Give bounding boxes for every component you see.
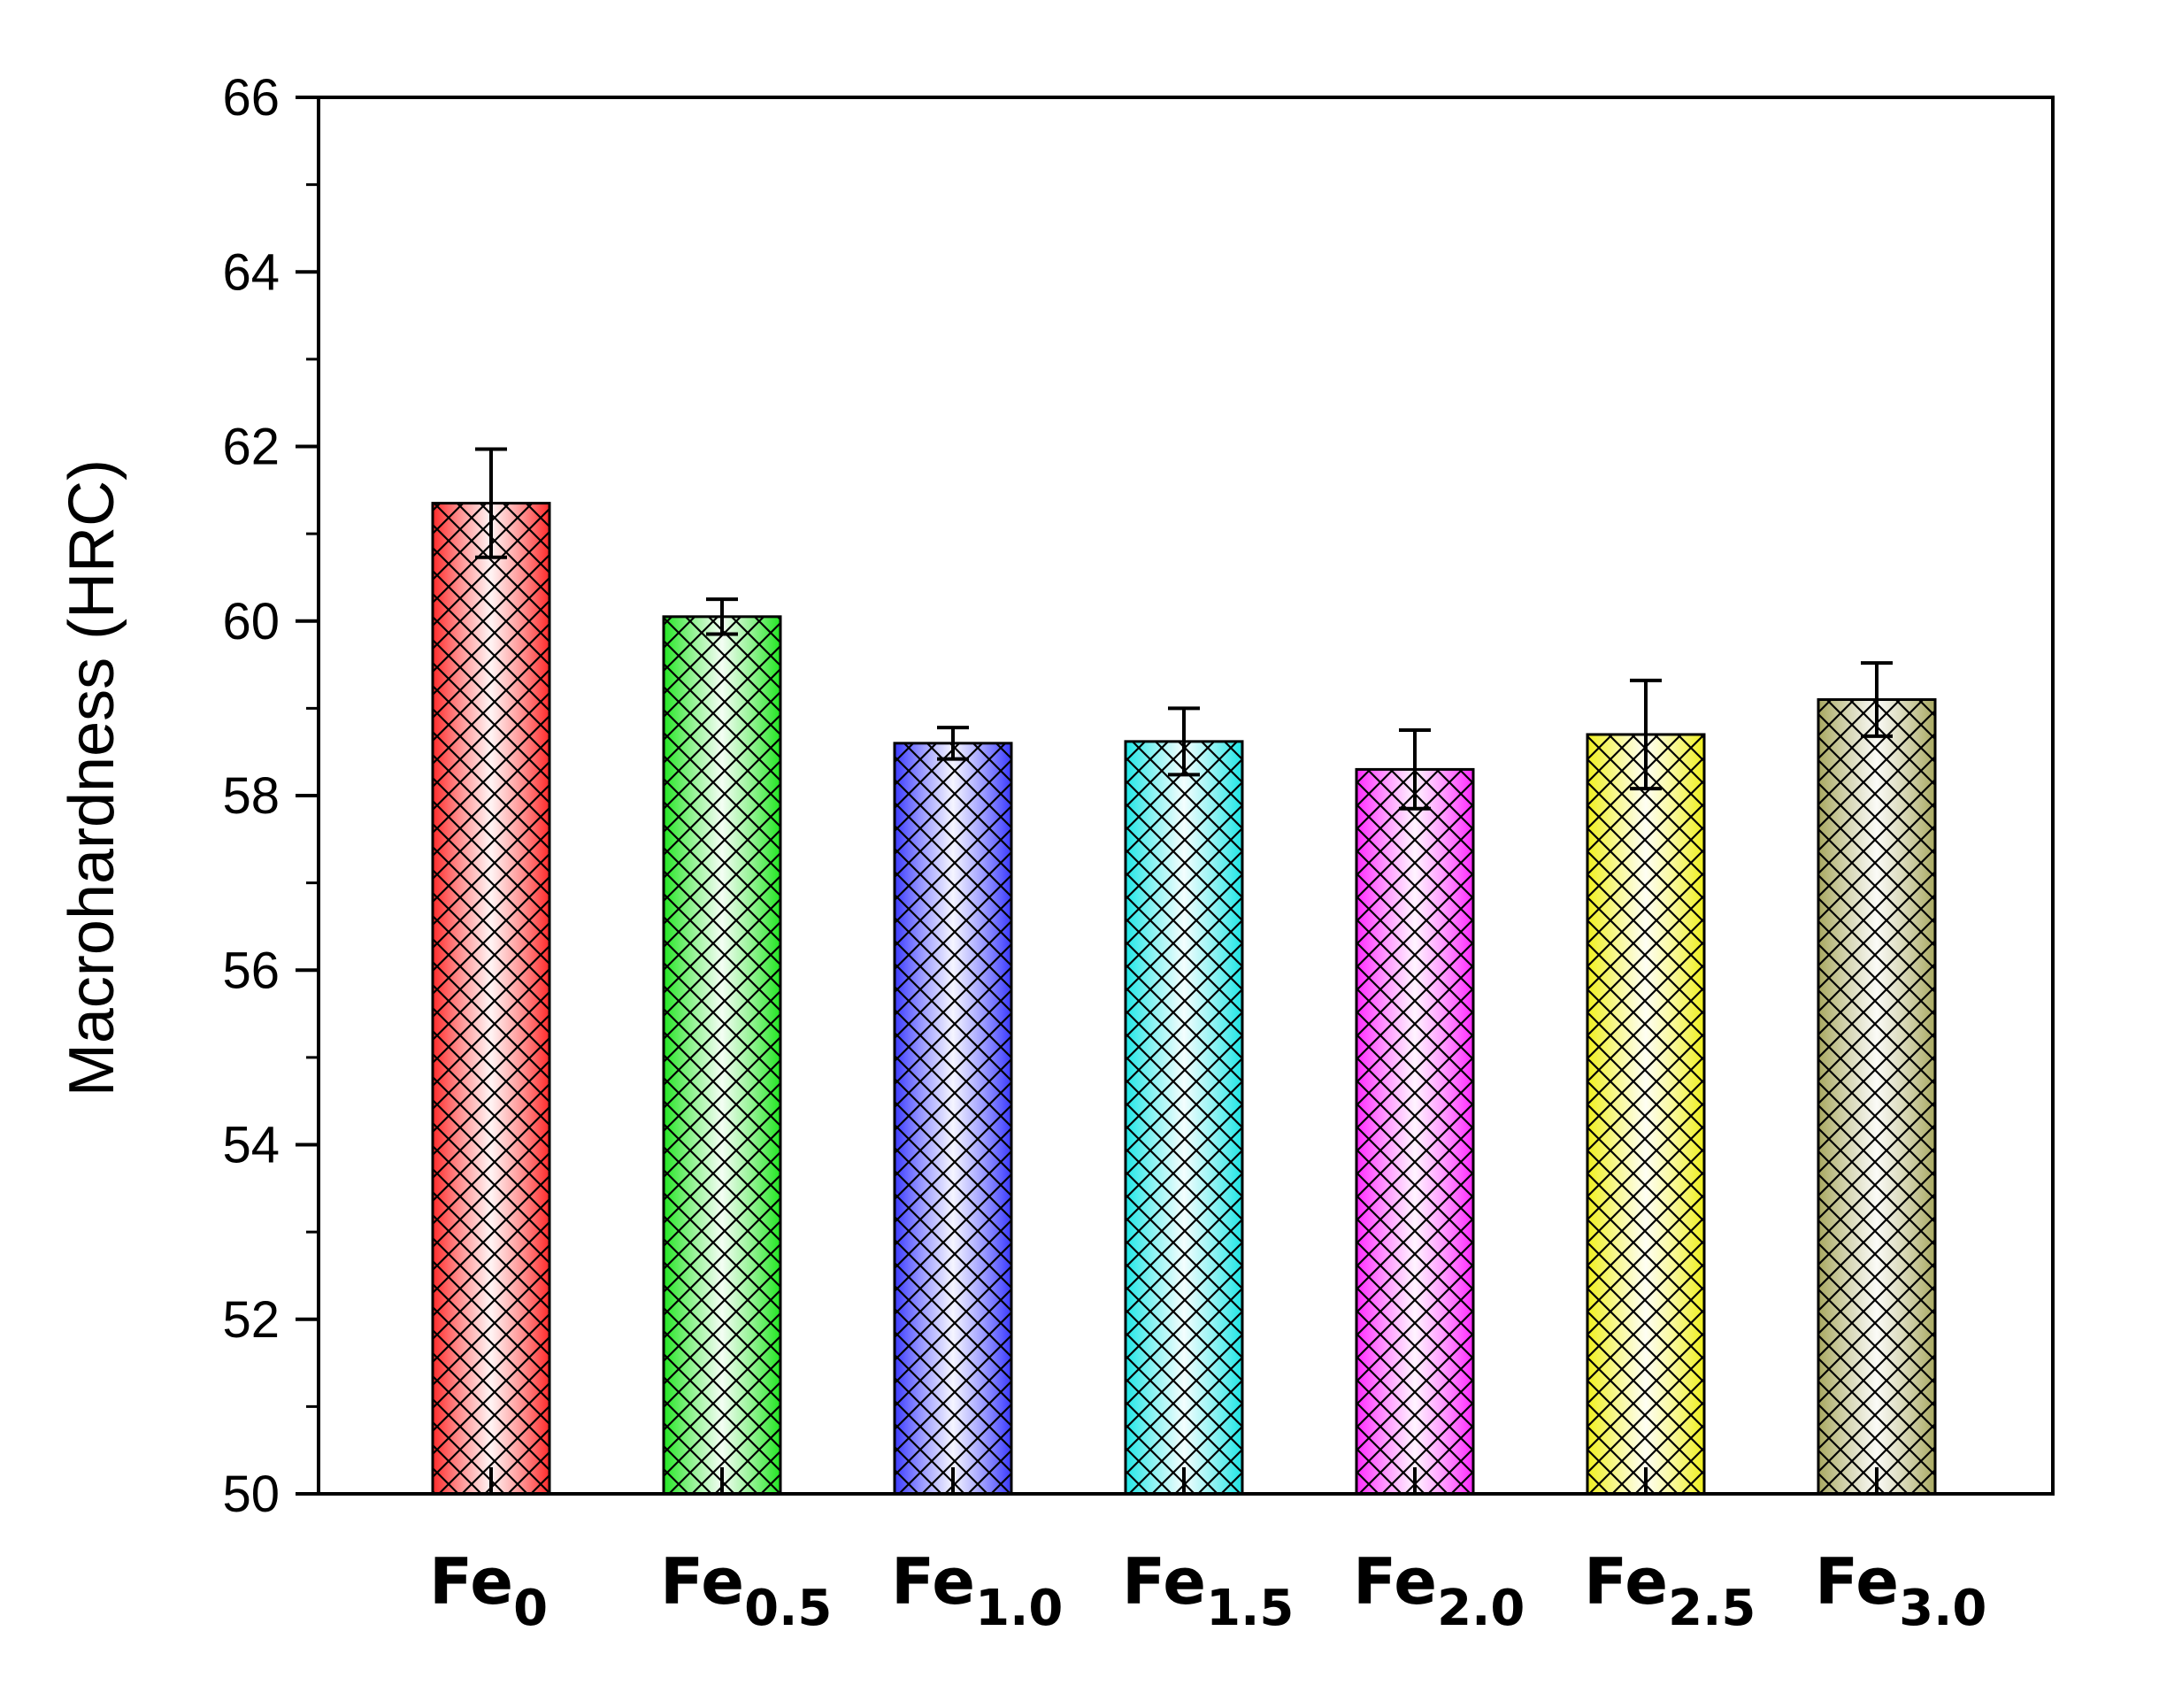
bar-3	[1124, 706, 1244, 1496]
x-tick-label: Fe1.0	[891, 1544, 1063, 1637]
y-tick-label: 60	[222, 593, 280, 650]
bar-hatch	[1818, 699, 1935, 1494]
y-tick-label: 64	[222, 243, 280, 301]
x-tick-label: Fe0	[429, 1544, 548, 1637]
x-tick-label: Fe0.5	[660, 1544, 832, 1637]
x-tick-label: Fe1.5	[1122, 1544, 1294, 1637]
bar-4	[1355, 728, 1475, 1496]
bar-5	[1586, 678, 1706, 1496]
error-bar-4	[1399, 728, 1431, 811]
plot-frame	[317, 96, 2055, 1496]
bar-hatch	[1356, 769, 1473, 1494]
bar-hatch	[895, 742, 1011, 1494]
y-axis-title: Macrohardness (HRC)	[57, 459, 127, 1096]
bar-hatch	[1126, 741, 1242, 1494]
y-tick-label: 54	[222, 1117, 280, 1174]
error-bar-5	[1630, 678, 1662, 791]
y-axis-ticks: 50 52 54 56 58 60 62 64 66	[222, 69, 319, 1523]
error-bar-2	[937, 726, 969, 761]
error-bar-6	[1861, 661, 1893, 738]
bar-hatch	[1587, 734, 1704, 1494]
x-tick-label: Fe3.0	[1815, 1544, 1986, 1637]
y-tick-label: 58	[222, 767, 280, 825]
y-tick-label: 62	[222, 419, 280, 476]
bar-2	[893, 726, 1013, 1496]
y-tick-label: 52	[222, 1291, 280, 1349]
bar-hatch	[433, 503, 549, 1495]
x-tick-label: Fe2.5	[1584, 1544, 1756, 1637]
error-bar-1	[706, 597, 738, 636]
y-tick-label: 56	[222, 942, 280, 999]
bars-group	[431, 447, 1937, 1496]
bar-hatch	[664, 616, 780, 1494]
x-axis-labels: Fe0 Fe0.5 Fe1.0 Fe1.5 Fe2.0 Fe2.5 Fe3.0	[429, 1544, 1986, 1637]
bar-1	[662, 597, 782, 1496]
x-tick-label: Fe2.0	[1353, 1544, 1525, 1637]
error-bar-0	[475, 447, 507, 559]
bar-6	[1817, 661, 1937, 1496]
bar-0	[431, 447, 551, 1496]
y-tick-label: 66	[222, 69, 280, 127]
error-bar-3	[1168, 706, 1200, 777]
y-tick-label: 50	[222, 1466, 280, 1523]
